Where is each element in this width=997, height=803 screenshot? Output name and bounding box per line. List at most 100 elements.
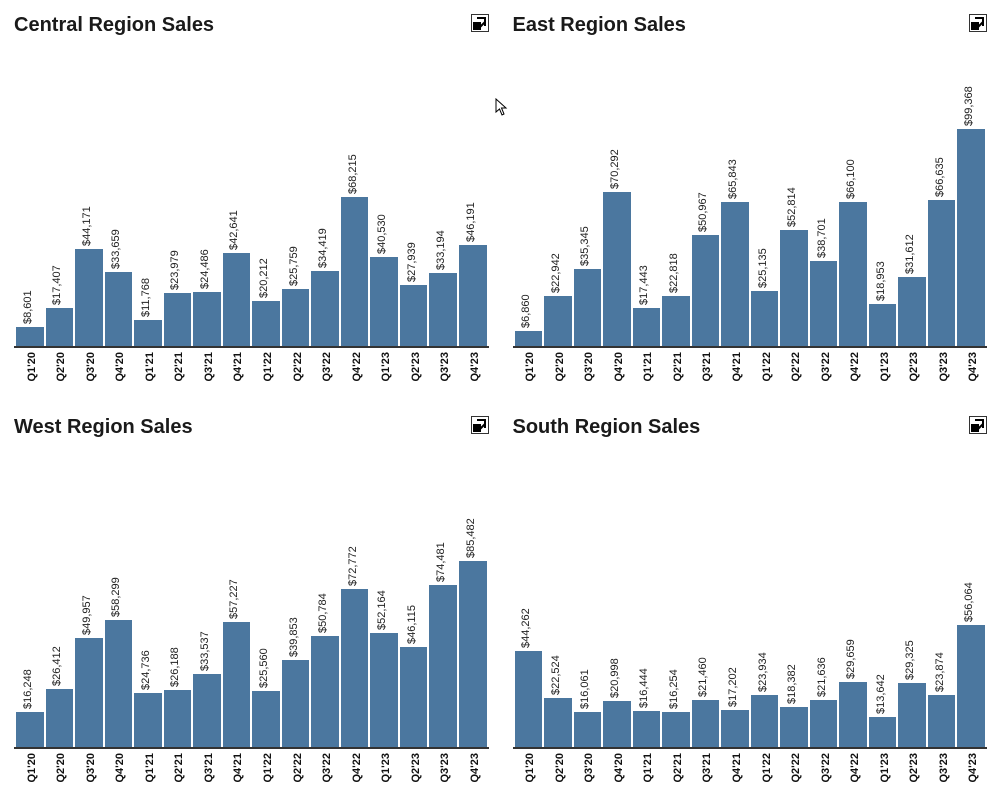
bar[interactable]: $44,262 bbox=[515, 651, 543, 747]
bar-value-label: $34,419 bbox=[317, 228, 329, 268]
bar[interactable]: $44,171 bbox=[75, 249, 103, 345]
bar[interactable]: $22,524 bbox=[544, 698, 572, 747]
bar[interactable]: $24,736 bbox=[134, 693, 162, 747]
bar[interactable]: $27,939 bbox=[400, 285, 428, 346]
x-axis-label: Q4'20 bbox=[613, 753, 625, 783]
x-label-cell: Q1'23 bbox=[869, 749, 897, 797]
x-label-cell: Q1'22 bbox=[751, 749, 779, 797]
bar-value-label: $27,939 bbox=[406, 242, 418, 282]
bar[interactable]: $52,814 bbox=[780, 230, 808, 345]
bar-wrap: $8,601 bbox=[16, 43, 44, 346]
bar[interactable]: $16,254 bbox=[662, 712, 690, 747]
bar[interactable]: $21,636 bbox=[810, 700, 838, 747]
x-label-cell: Q3'20 bbox=[75, 749, 103, 797]
bar[interactable]: $66,635 bbox=[928, 200, 956, 345]
bar-value-label: $57,227 bbox=[228, 580, 240, 620]
bar[interactable]: $23,934 bbox=[751, 695, 779, 747]
bar[interactable]: $46,115 bbox=[400, 647, 428, 747]
bar-value-label: $46,191 bbox=[465, 202, 477, 242]
bar[interactable]: $29,659 bbox=[839, 682, 867, 747]
x-label-cell: Q2'22 bbox=[282, 348, 310, 396]
bar[interactable]: $22,942 bbox=[544, 296, 572, 346]
x-label-cell: Q1'21 bbox=[134, 749, 162, 797]
bar[interactable]: $13,642 bbox=[869, 717, 897, 747]
bar[interactable]: $21,460 bbox=[692, 700, 720, 747]
bar-value-label: $99,368 bbox=[963, 86, 975, 126]
expand-icon[interactable] bbox=[969, 14, 987, 32]
x-axis-label: Q4'23 bbox=[469, 352, 481, 382]
bar[interactable]: $72,772 bbox=[341, 589, 369, 747]
bar[interactable]: $33,659 bbox=[105, 272, 133, 345]
bar-wrap: $33,537 bbox=[193, 445, 221, 748]
bar[interactable]: $24,486 bbox=[193, 292, 221, 345]
bar[interactable]: $23,979 bbox=[164, 293, 192, 345]
bar[interactable]: $65,843 bbox=[721, 202, 749, 345]
bar[interactable]: $26,188 bbox=[164, 690, 192, 747]
bar[interactable]: $57,227 bbox=[223, 622, 251, 747]
bar[interactable]: $17,443 bbox=[633, 308, 661, 346]
bar[interactable]: $16,061 bbox=[574, 712, 602, 747]
bar-wrap: $65,843 bbox=[721, 43, 749, 346]
bar[interactable]: $50,784 bbox=[311, 636, 339, 747]
bar[interactable]: $99,368 bbox=[957, 129, 985, 345]
bar-wrap: $66,100 bbox=[839, 43, 867, 346]
expand-icon[interactable] bbox=[471, 416, 489, 434]
bar[interactable]: $33,194 bbox=[429, 273, 457, 345]
bar[interactable]: $25,759 bbox=[282, 289, 310, 345]
bar[interactable]: $40,530 bbox=[370, 257, 398, 345]
bar[interactable]: $68,215 bbox=[341, 197, 369, 346]
bar[interactable]: $56,064 bbox=[957, 625, 985, 747]
bar[interactable]: $34,419 bbox=[311, 271, 339, 346]
bar[interactable]: $50,967 bbox=[692, 235, 720, 346]
x-axis-label: Q1'23 bbox=[879, 753, 891, 783]
bar[interactable]: $66,100 bbox=[839, 202, 867, 346]
x-label-cell: Q2'22 bbox=[780, 348, 808, 396]
bar[interactable]: $18,382 bbox=[780, 707, 808, 747]
x-label-cell: Q2'20 bbox=[46, 749, 74, 797]
bar[interactable]: $70,292 bbox=[603, 192, 631, 345]
bar[interactable]: $25,560 bbox=[252, 691, 280, 747]
bar[interactable]: $6,860 bbox=[515, 331, 543, 346]
x-axis-label: Q3'22 bbox=[321, 352, 333, 382]
bar[interactable]: $16,444 bbox=[633, 711, 661, 747]
bar-value-label: $50,784 bbox=[317, 594, 329, 634]
bar[interactable]: $31,612 bbox=[898, 277, 926, 346]
x-label-cell: Q3'23 bbox=[928, 348, 956, 396]
bar[interactable]: $39,853 bbox=[282, 660, 310, 747]
expand-icon[interactable] bbox=[969, 416, 987, 434]
bar[interactable]: $20,998 bbox=[603, 701, 631, 747]
bar[interactable]: $35,345 bbox=[574, 269, 602, 346]
bar[interactable]: $18,953 bbox=[869, 304, 897, 345]
bar[interactable]: $49,957 bbox=[75, 638, 103, 747]
bar[interactable]: $11,768 bbox=[134, 320, 162, 346]
bar[interactable]: $26,412 bbox=[46, 689, 74, 747]
bar-wrap: $70,292 bbox=[603, 43, 631, 346]
x-label-cell: Q2'22 bbox=[282, 749, 310, 797]
bar[interactable]: $74,481 bbox=[429, 585, 457, 747]
bar-value-label: $66,635 bbox=[934, 158, 946, 198]
bar[interactable]: $20,212 bbox=[252, 301, 280, 345]
x-axis-label: Q3'23 bbox=[439, 753, 451, 783]
expand-icon[interactable] bbox=[471, 14, 489, 32]
x-axis-label: Q3'22 bbox=[321, 753, 333, 783]
bar[interactable]: $25,135 bbox=[751, 291, 779, 346]
bar-wrap: $52,814 bbox=[780, 43, 808, 346]
bar-wrap: $16,248 bbox=[16, 445, 44, 748]
bar-value-label: $23,979 bbox=[169, 251, 181, 291]
bar[interactable]: $22,818 bbox=[662, 296, 690, 346]
bar[interactable]: $58,299 bbox=[105, 620, 133, 747]
bar[interactable]: $85,482 bbox=[459, 561, 487, 747]
bar[interactable]: $17,407 bbox=[46, 308, 74, 346]
bar[interactable]: $16,248 bbox=[16, 712, 44, 747]
bar[interactable]: $42,641 bbox=[223, 253, 251, 346]
x-axis-labels: Q1'20Q2'20Q3'20Q4'20Q1'21Q2'21Q3'21Q4'21… bbox=[513, 348, 988, 396]
bar[interactable]: $17,202 bbox=[721, 710, 749, 747]
bar-value-label: $25,135 bbox=[757, 248, 769, 288]
bar[interactable]: $23,874 bbox=[928, 695, 956, 747]
bar[interactable]: $33,537 bbox=[193, 674, 221, 747]
bar[interactable]: $29,325 bbox=[898, 683, 926, 747]
bar[interactable]: $38,701 bbox=[810, 261, 838, 345]
bar[interactable]: $8,601 bbox=[16, 327, 44, 346]
bar[interactable]: $46,191 bbox=[459, 245, 487, 346]
bar[interactable]: $52,164 bbox=[370, 633, 398, 747]
